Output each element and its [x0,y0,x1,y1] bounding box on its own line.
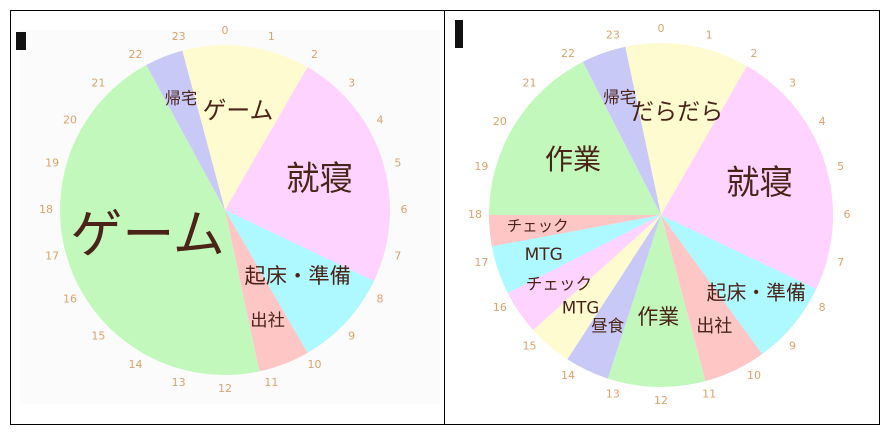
slice-label: 作業 [637,305,679,329]
hour-label: 4 [819,115,826,128]
hour-label: 10 [308,358,322,371]
slice-label: 帰宅 [603,88,636,107]
hour-label: 7 [837,256,844,269]
corner-mark [455,20,463,48]
hour-label: 18 [39,203,53,216]
pie-slice [661,66,834,290]
hour-label: 8 [819,301,826,314]
hour-label: 23 [172,30,186,43]
hour-label: 18 [468,208,482,221]
pie-slice [625,43,747,215]
hour-label: 13 [606,388,620,401]
pie-slice [489,61,661,215]
slice-label: チェック [507,217,569,235]
slice-label: チェック [526,275,592,294]
hour-label: 7 [394,249,401,262]
hour-label: 1 [706,28,713,41]
slice-label: MTG [525,244,563,264]
hour-label: 11 [702,388,716,401]
hour-label: 14 [561,369,575,382]
pie-slice [567,215,661,379]
pie-slice [225,210,374,353]
hour-label: 2 [751,47,758,60]
slice-label: だらだら [631,100,723,126]
hour-label: 3 [348,76,355,89]
hour-label: 12 [218,382,232,395]
hour-label: 20 [493,115,507,128]
hour-label: 9 [789,340,796,353]
slice-label: 帰宅 [165,89,197,108]
hour-label: 19 [474,160,488,173]
slice-label: 作業 [545,143,601,176]
hour-label: 4 [377,114,384,127]
hour-label: 10 [747,369,761,382]
hour-label: 12 [654,394,668,407]
hour-label: 15 [522,340,536,353]
pie-slice [225,210,308,372]
hour-label: 8 [377,293,384,306]
hour-label: 13 [172,376,186,389]
hour-label: 16 [63,293,77,306]
slice-label: 起床・準備 [707,282,806,305]
hour-label: 9 [348,330,355,343]
pie-slice [182,45,308,210]
hour-label: 19 [45,157,59,170]
pie-slice [533,215,661,360]
hour-label: 6 [401,203,408,216]
hour-label: 22 [561,47,575,60]
hour-label: 16 [493,301,507,314]
pie-slice [146,50,225,210]
slice-label: ゲーム [70,206,224,266]
slice-label: 出社 [696,316,732,337]
hour-label: 1 [268,30,275,43]
hour-label: 3 [789,76,796,89]
hour-label: 21 [522,76,536,89]
slice-label: 昼食 [591,316,625,335]
hour-label: 20 [63,114,77,127]
pie-slice [507,215,661,331]
hour-label: 0 [658,22,665,35]
slice-label: 就寝 [286,159,353,198]
slice-label: 就寝 [726,163,793,202]
hour-label: 6 [844,208,851,221]
pie-slice [661,215,817,355]
hour-label: 0 [222,24,229,37]
hour-label: 14 [129,358,143,371]
hour-label: 17 [45,249,59,262]
slice-label: 出社 [250,311,285,331]
pie-slice [661,215,763,382]
hour-label: 21 [91,76,105,89]
slice-label: MTG [562,299,599,318]
hour-label: 15 [91,330,105,343]
slice-label: ゲーム [203,96,274,124]
slice-label: 起床・準備 [245,264,351,289]
hour-label: 5 [394,157,401,170]
pie-slice [60,64,260,375]
pie-slice [489,215,661,247]
hour-label: 5 [837,160,844,173]
hour-label: 11 [264,376,278,389]
hour-label: 17 [474,256,488,269]
pie-slice [225,67,390,282]
corner-mark [16,32,26,50]
pie-slice [582,46,661,216]
hour-label: 2 [311,48,318,61]
pie-slice [491,215,661,294]
pie-slice [607,215,706,387]
hour-label: 23 [606,28,620,41]
hour-label: 22 [129,48,143,61]
